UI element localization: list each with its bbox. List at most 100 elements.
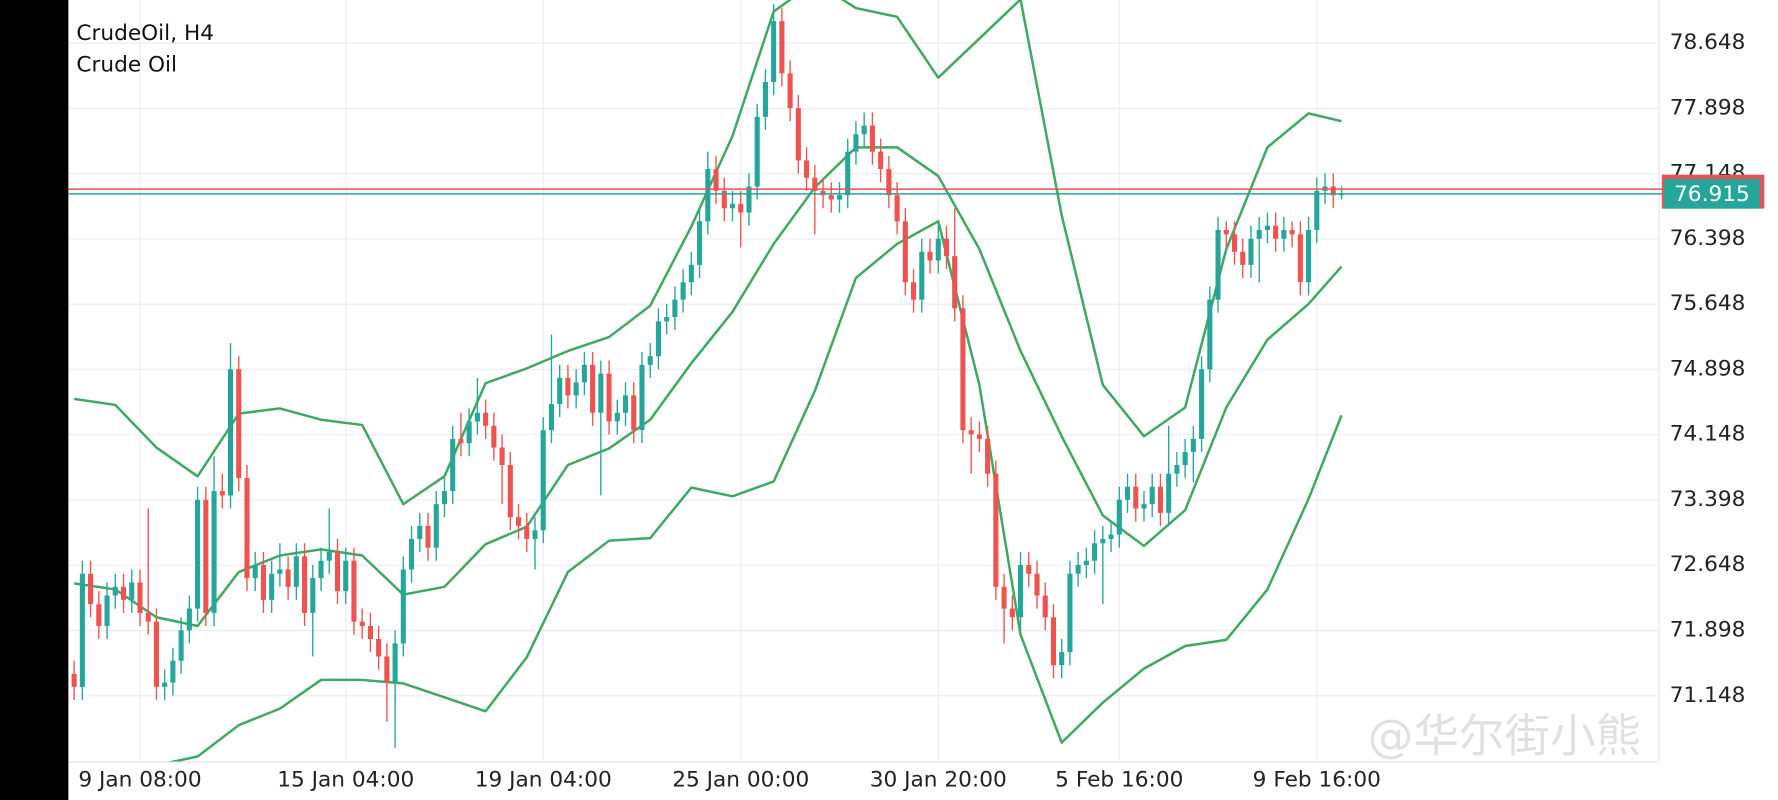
candle-body (244, 478, 250, 579)
grid (68, 0, 1659, 762)
candle-body (548, 404, 555, 431)
candle-body (1108, 534, 1114, 539)
candle-body (277, 569, 283, 574)
candle-body (137, 582, 143, 613)
candle-body (1207, 299, 1213, 370)
candle-body (351, 560, 357, 622)
candle-body (721, 190, 727, 209)
candle-body (746, 186, 752, 213)
candle-body (129, 582, 135, 600)
candle-body (911, 282, 917, 300)
candle-body (269, 573, 275, 600)
candle-body (598, 373, 604, 413)
candle-body (820, 190, 826, 196)
candle-body (392, 643, 398, 683)
candle-body (1100, 538, 1106, 544)
candle-body (466, 421, 472, 444)
candle-body (145, 612, 151, 622)
candle-body (203, 499, 209, 613)
candle-body (343, 560, 349, 592)
candle-body (186, 608, 192, 631)
candle-body (795, 108, 801, 161)
x-tick-label: 9 Jan 08:00 (78, 768, 201, 793)
candle-body (631, 395, 637, 431)
y-tick-label: 74.898 (1670, 356, 1746, 381)
band-line (73, 146, 1343, 628)
candle-body (458, 438, 464, 444)
candle-body (812, 177, 818, 191)
candle-body (400, 569, 406, 644)
candle-body (252, 565, 258, 579)
candle-body (804, 160, 810, 178)
candle-body (655, 321, 661, 357)
candle-body (836, 195, 843, 200)
candle-body (260, 565, 266, 600)
candle-body (450, 438, 456, 492)
candle-body (417, 525, 423, 539)
candle-body (532, 530, 538, 539)
candle-body (853, 134, 859, 152)
candle-body (581, 364, 587, 383)
candle-body (664, 317, 670, 322)
candle-body (647, 356, 653, 365)
candle-body (425, 525, 431, 548)
candle-body (705, 169, 711, 222)
candle-body (433, 504, 439, 548)
candle-body (606, 373, 612, 422)
candle-body (104, 595, 110, 626)
candle-body (1034, 573, 1040, 596)
candle-body (153, 621, 159, 687)
candle-body (211, 491, 217, 613)
candle-body (952, 256, 958, 309)
candle-body (1157, 486, 1163, 513)
candle-body (1050, 617, 1057, 666)
candle-body (524, 525, 530, 539)
candle-body (886, 169, 892, 196)
candle-body (1248, 238, 1254, 265)
candle-body (614, 412, 620, 422)
candle-body (573, 382, 579, 396)
candle-body (565, 377, 571, 396)
candle-body (326, 552, 332, 561)
candle-body (367, 625, 373, 640)
candle-body (943, 238, 950, 257)
candle-body (162, 682, 168, 687)
y-tick-label: 76.398 (1670, 226, 1746, 251)
y-tick-label: 72.648 (1670, 552, 1746, 577)
candle-body (1083, 560, 1089, 566)
candle-body (112, 586, 118, 596)
candle-body (738, 203, 744, 213)
candle-body (1009, 608, 1015, 618)
candle-body (507, 464, 513, 518)
candle-body (828, 195, 834, 200)
candle-body (845, 151, 851, 196)
candle-body (919, 251, 925, 300)
candle-body (1182, 451, 1188, 465)
candle-body (639, 364, 645, 431)
candle-body (376, 639, 382, 657)
candle-body (96, 604, 102, 626)
candle-body (1256, 230, 1262, 239)
candle-body (697, 221, 703, 265)
y-tick-label: 74.148 (1670, 422, 1746, 447)
x-tick-label: 30 Jan 20:00 (870, 768, 1007, 793)
candle-body (1017, 565, 1024, 618)
candle-body (409, 538, 415, 570)
plot-area (71, 0, 1345, 762)
candle-body (927, 251, 933, 261)
candle-body (1240, 251, 1246, 265)
candle-body (1289, 230, 1295, 235)
candle-body (680, 282, 686, 300)
candle-body (771, 21, 777, 83)
candle-body (688, 264, 694, 283)
candle-body (1273, 225, 1279, 239)
side-bar (0, 0, 69, 800)
candle-body (622, 395, 629, 413)
candle-body (178, 630, 184, 661)
candle-body (1281, 230, 1287, 239)
x-tick-label: 15 Jan 04:00 (277, 768, 414, 793)
candle-body (1314, 190, 1320, 231)
chart-title: CrudeOil, H4 (76, 21, 214, 46)
candle-body (1075, 565, 1081, 574)
